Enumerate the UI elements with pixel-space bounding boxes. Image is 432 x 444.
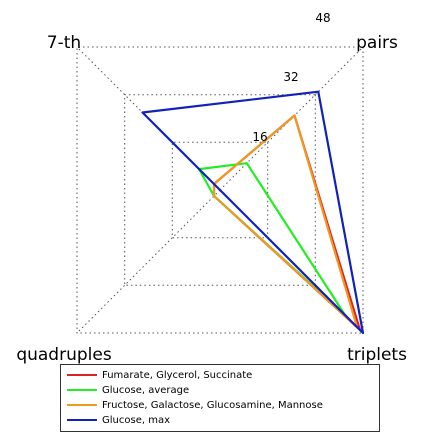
legend-item-glucose-average: Glucose, average	[67, 383, 189, 397]
radar-grid	[76, 46, 364, 334]
series-line-4	[141, 90, 365, 335]
legend-swatch-fumarate	[67, 374, 97, 376]
grid-ring-32	[124, 94, 316, 286]
legend: Fumarate, Glycerol, Succinate Glucose, a…	[60, 364, 380, 432]
legend-item-fructose: Fructose, Galactose, Glucosamine, Mannos…	[67, 398, 323, 412]
legend-item-fumarate: Fumarate, Glycerol, Succinate	[67, 368, 252, 382]
ring-label-48: 48	[315, 11, 330, 25]
axis-label-pairs: pairs	[356, 33, 398, 53]
legend-label-fumarate: Fumarate, Glycerol, Succinate	[102, 369, 253, 381]
legend-label-glucose-average: Glucose, average	[102, 384, 190, 396]
grid-ring-48	[76, 46, 364, 334]
series-layer	[141, 90, 365, 335]
series-line-1	[212, 114, 362, 332]
legend-label-fructose: Fructose, Galactose, Glucosamine, Mannos…	[102, 399, 323, 411]
spoke-quadruples	[76, 189, 221, 334]
ring-label-32: 32	[283, 70, 298, 84]
legend-item-glucose-max: Glucose, max	[67, 413, 170, 427]
legend-swatch-glucose-max	[67, 419, 97, 421]
series-line-3	[212, 114, 359, 329]
ring-label-16: 16	[252, 130, 267, 144]
axis-label-quadruples: quadruples	[16, 345, 112, 365]
legend-swatch-glucose-average	[67, 389, 97, 391]
axis-label-7th: 7-th	[47, 33, 81, 53]
grid-ring-16	[171, 141, 269, 239]
legend-swatch-fructose	[67, 404, 97, 406]
legend-label-glucose-max: Glucose, max	[102, 414, 170, 426]
axis-label-triplets: triplets	[347, 345, 407, 365]
